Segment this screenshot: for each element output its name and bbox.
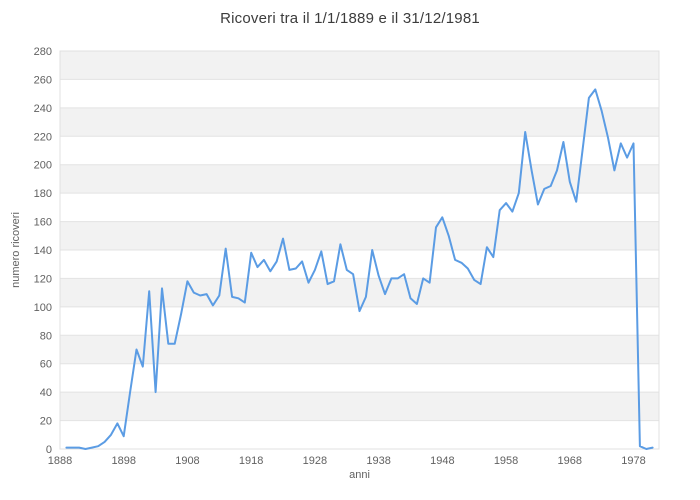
plot-band bbox=[60, 51, 659, 80]
x-tick-label: 1948 bbox=[430, 455, 454, 467]
y-tick-label: 220 bbox=[34, 131, 52, 143]
y-tick-label: 240 bbox=[34, 103, 52, 115]
y-tick-label: 280 bbox=[34, 46, 52, 58]
data-line bbox=[65, 88, 654, 450]
plot-band bbox=[60, 392, 659, 421]
x-tick-label: 1888 bbox=[48, 455, 72, 467]
y-tick-label: 200 bbox=[34, 160, 52, 172]
x-tick-label: 1908 bbox=[175, 455, 199, 467]
x-tick-label: 1968 bbox=[558, 455, 582, 467]
x-axis-title: anni bbox=[349, 469, 370, 481]
x-tick-label: 1928 bbox=[303, 455, 327, 467]
x-tick-label: 1938 bbox=[366, 455, 390, 467]
plot-band bbox=[60, 164, 659, 194]
y-tick-label: 20 bbox=[40, 416, 52, 428]
plot-band bbox=[60, 221, 659, 250]
y-tick-label: 40 bbox=[40, 387, 52, 399]
y-tick-label: 180 bbox=[34, 188, 52, 200]
chart-title: Ricoveri tra il 1/1/1889 e il 31/12/1981 bbox=[220, 10, 480, 27]
x-tick-label: 1958 bbox=[494, 455, 518, 467]
y-tick-label: 60 bbox=[40, 359, 52, 371]
plot-band bbox=[60, 335, 659, 364]
y-tick-label: 100 bbox=[34, 302, 52, 314]
x-tick-label: 1978 bbox=[621, 455, 645, 467]
plot-band bbox=[60, 107, 659, 137]
y-tick-label: 260 bbox=[34, 74, 52, 86]
y-tick-label: 0 bbox=[46, 444, 52, 456]
plot-border bbox=[59, 50, 660, 450]
plot-band bbox=[60, 278, 659, 307]
y-tick-label: 160 bbox=[34, 217, 52, 229]
y-tick-label: 80 bbox=[40, 330, 52, 342]
y-tick-label: 140 bbox=[34, 245, 52, 257]
x-tick-label: 1898 bbox=[111, 455, 135, 467]
y-tick-label: 120 bbox=[34, 273, 52, 285]
x-tick-label: 1918 bbox=[239, 455, 263, 467]
